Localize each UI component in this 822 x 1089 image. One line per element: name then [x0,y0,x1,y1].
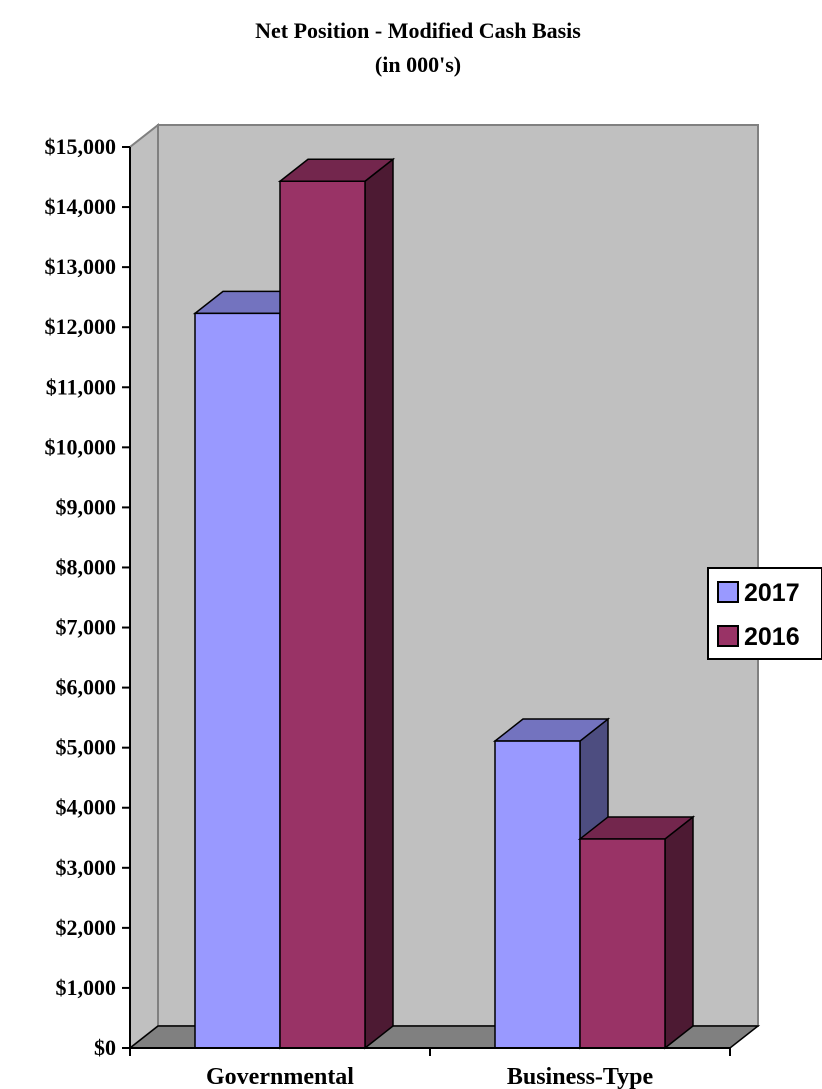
x-category-label: Governmental [206,1064,354,1089]
y-tick-label: $10,000 [45,434,117,459]
side-wall [129,122,159,1051]
bar-front [579,838,666,1049]
y-tick-label: $15,000 [45,134,117,159]
y-tick-label: $6,000 [56,675,117,700]
y-tick-label: $1,000 [56,975,117,1000]
y-tick-label: $14,000 [45,194,117,219]
y-tick-label: $4,000 [56,795,117,820]
y-tick-label: $7,000 [56,615,117,640]
bar-front [279,180,366,1049]
y-tick-label: $9,000 [56,494,117,519]
legend-swatch-2016 [717,625,739,647]
bars [192,157,696,1050]
bar-2016-governmental [277,157,396,1050]
legend-label-2017: 2017 [744,579,800,607]
bar-front [494,740,581,1049]
bar-2016-business-type [577,815,696,1050]
y-tick-label: $12,000 [45,314,117,339]
x-category-label: Business-Type [507,1064,654,1089]
y-tick-label: $11,000 [46,374,116,399]
bar-front [194,312,281,1049]
bar-side [664,815,694,1050]
bar-side [364,157,394,1050]
chart-subtitle: (in 000's) [375,52,461,77]
chart-title: Net Position - Modified Cash Basis [255,18,581,43]
y-tick-label: $3,000 [56,855,117,880]
y-tick-label: $13,000 [45,254,117,279]
x-axis: Governmental Business-Type [129,1047,731,1089]
legend: 2017 2016 [707,567,822,660]
legend-label-2016: 2016 [744,623,800,651]
y-tick-label: $8,000 [56,554,117,579]
y-tick-label: $5,000 [56,735,117,760]
legend-swatch-2017 [717,581,739,603]
y-axis: $0 $1,000 $2,000 $3,000 $4,000 $5,000 $6,000 $7… [45,134,131,1060]
y-tick-label: $0 [94,1035,116,1060]
y-tick-label: $2,000 [56,915,117,940]
